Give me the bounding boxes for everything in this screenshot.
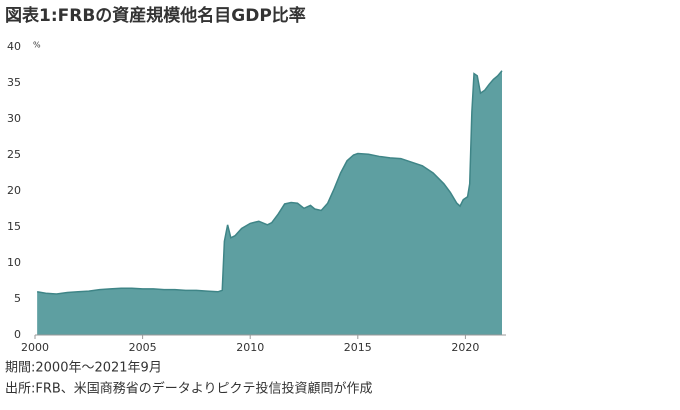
y-tick-label: 5 (14, 292, 21, 305)
x-tick-label: 2020 (451, 341, 479, 354)
y-tick-label: 40 (7, 40, 21, 53)
y-tick-label: 15 (7, 220, 21, 233)
y-tick-label: 20 (7, 184, 21, 197)
y-tick-label: 10 (7, 256, 21, 269)
unit-label: % (33, 41, 41, 50)
x-tick-label: 2010 (236, 341, 264, 354)
area (37, 70, 503, 335)
area-line (37, 70, 503, 295)
source: 出所:FRB、米国商務省のデータよりピクテ投信投資顧問が作成 (5, 381, 373, 397)
x-tick-label: 2000 (21, 341, 49, 354)
y-tick-label: 0 (14, 328, 21, 341)
x-tick-label: 2015 (344, 341, 372, 354)
y-tick-label: 25 (7, 148, 21, 161)
note: 期間:2000年～2021年9月 (5, 361, 162, 376)
y-tick-label: 35 (7, 76, 21, 89)
y-tick-label: 30 (7, 112, 21, 125)
x-tick-label: 2005 (129, 341, 157, 354)
chart-title: 図表1:FRBの資産規模他名目GDP比率 (5, 5, 306, 26)
